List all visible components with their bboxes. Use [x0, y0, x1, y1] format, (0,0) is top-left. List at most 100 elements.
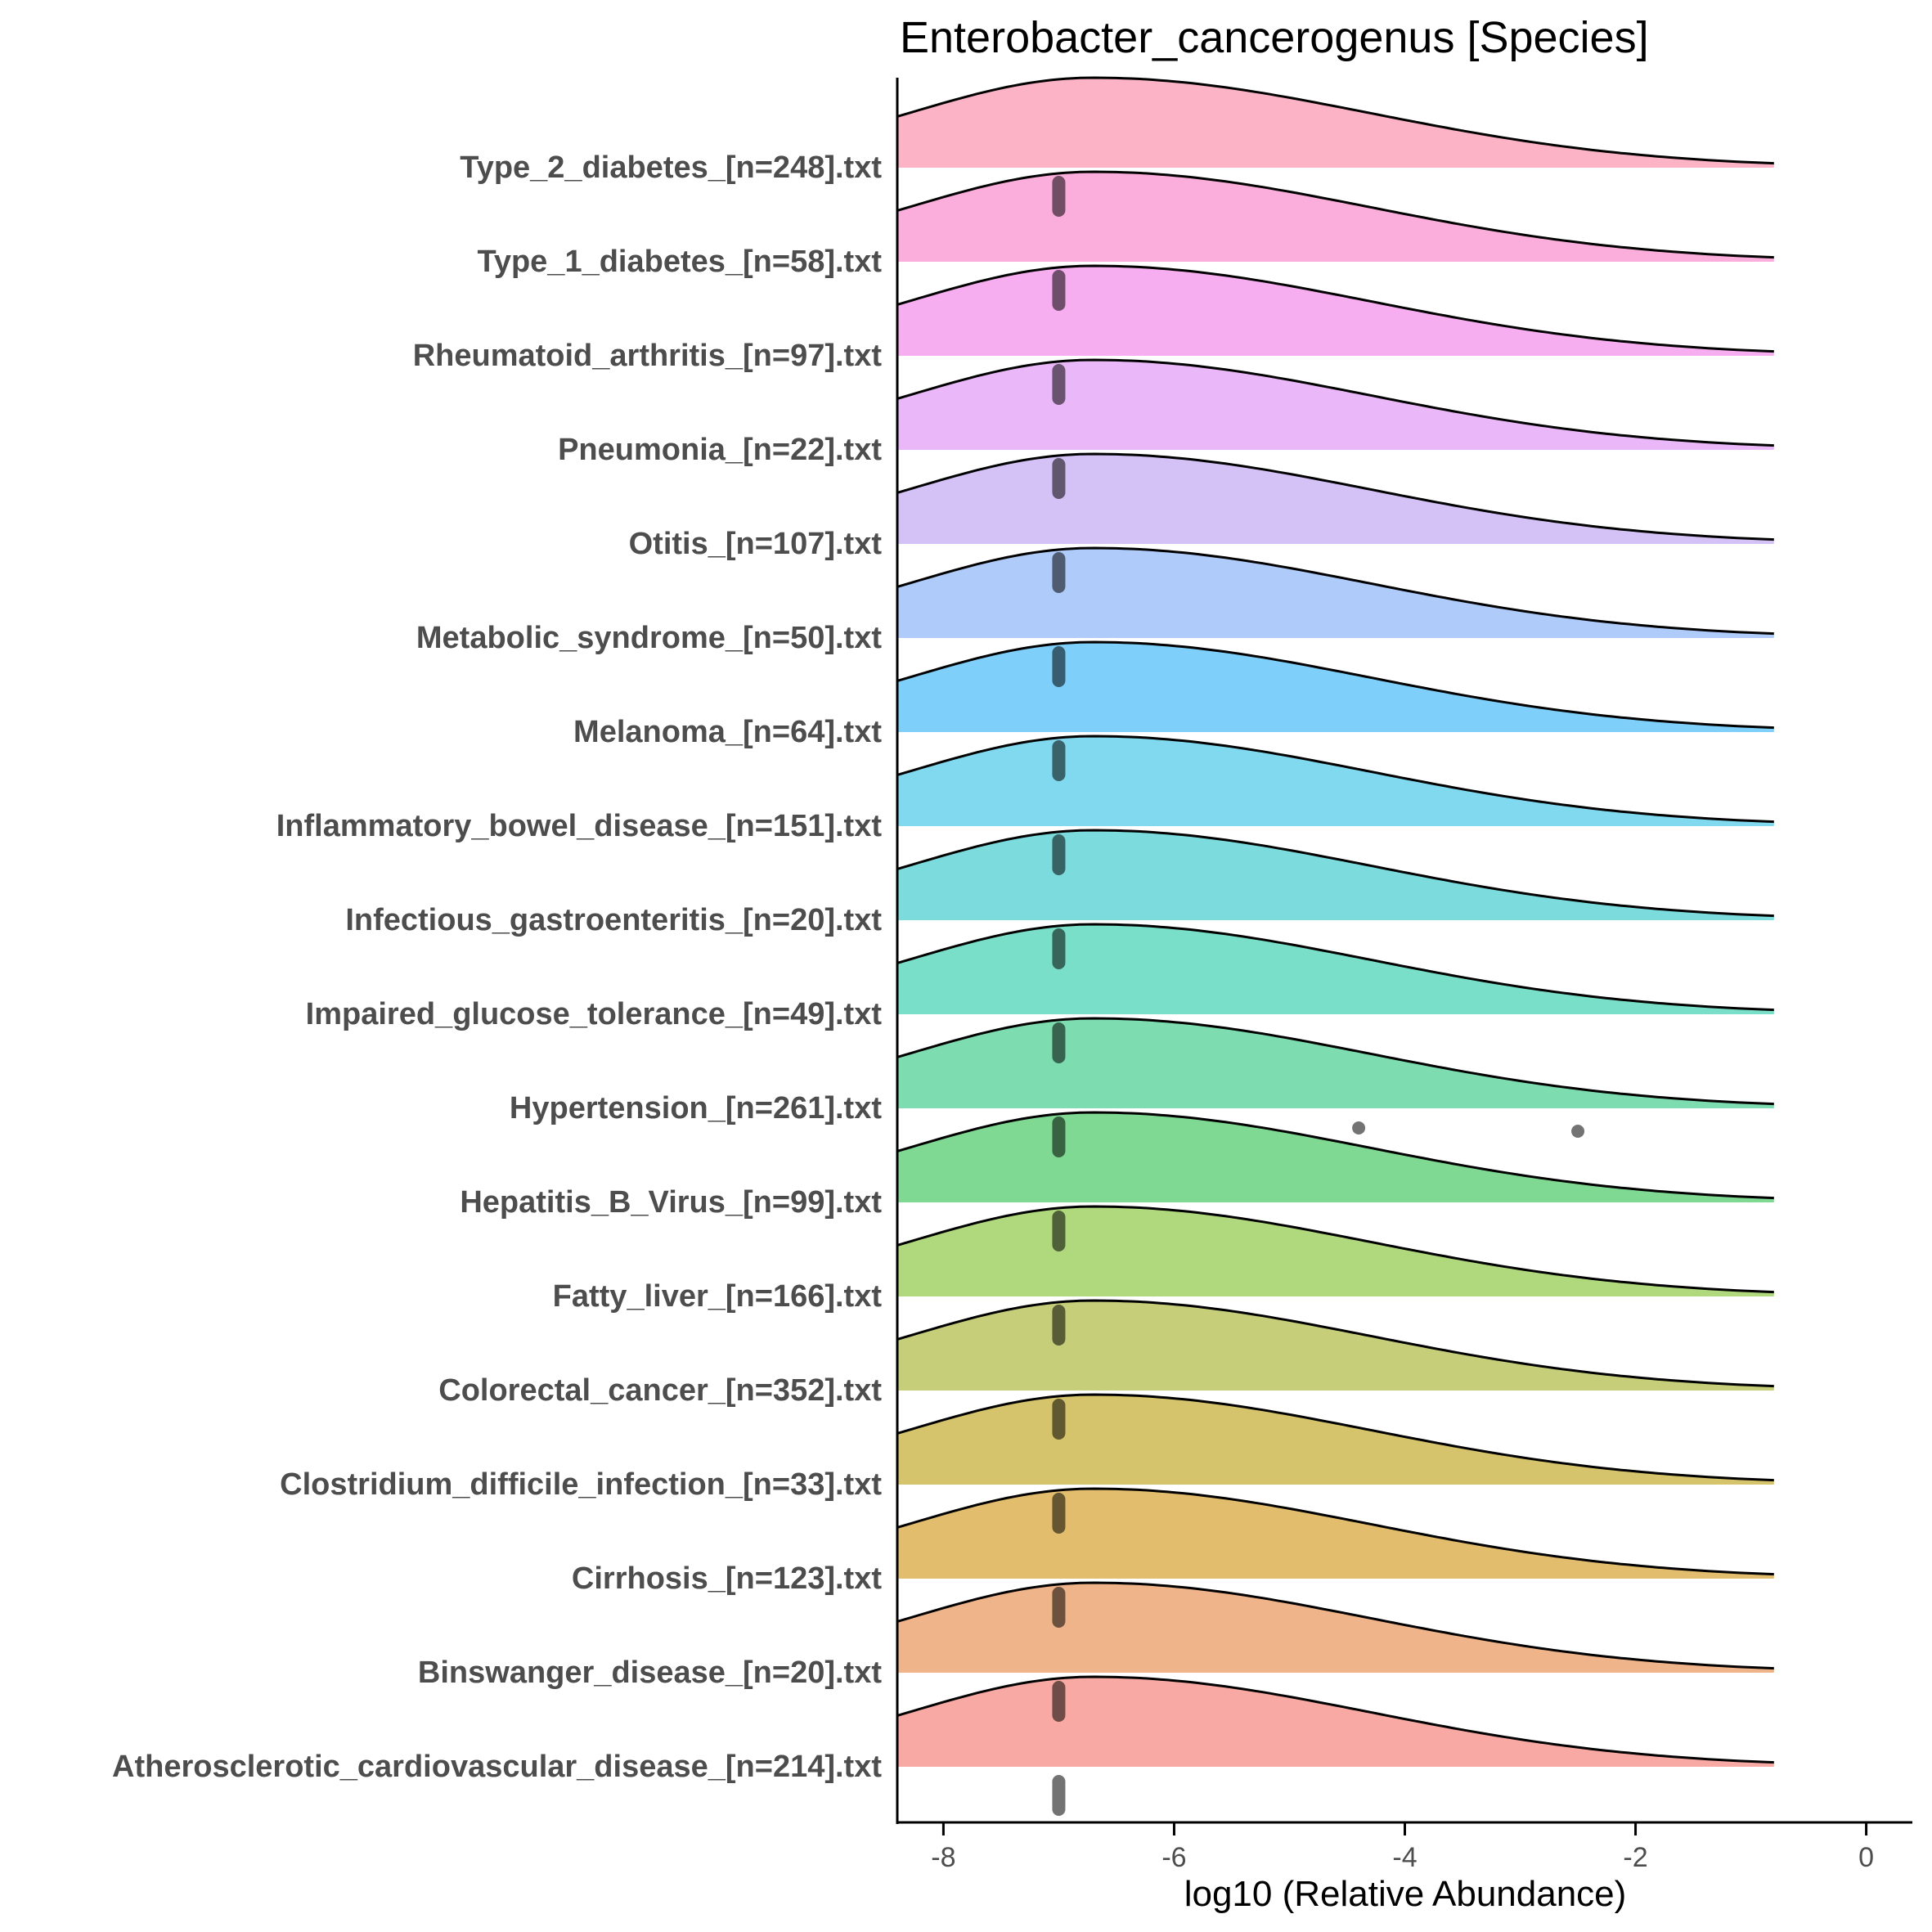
data-point-cluster: [1052, 1587, 1066, 1628]
ridge-fill: [897, 830, 1774, 920]
data-point-cluster: [1052, 364, 1066, 405]
y-label: Hypertension_[n=261].txt: [510, 1091, 882, 1126]
ridge-8: [896, 923, 1774, 1014]
data-point: [1571, 1125, 1585, 1138]
ridge-fill: [897, 1206, 1774, 1296]
y-label: Cirrhosis_[n=123].txt: [572, 1561, 882, 1596]
data-point-cluster: [1052, 176, 1066, 217]
y-label: Clostridium_difficile_infection_[n=33].t…: [280, 1467, 882, 1502]
y-label: Rheumatoid_arthritis_[n=97].txt: [413, 339, 883, 373]
y-label: Pneumonia_[n=22].txt: [558, 433, 882, 467]
ridge-outline: [896, 1675, 1774, 1764]
ridge-2: [896, 1487, 1774, 1579]
ridge-10: [896, 735, 1774, 826]
ridge-3: [896, 1393, 1774, 1485]
ridge-outline: [896, 1205, 1774, 1294]
ridge-outline: [896, 1299, 1774, 1388]
ridge-fill: [897, 1395, 1774, 1485]
ridge-outline: [896, 76, 1774, 165]
ridge-11: [896, 640, 1774, 732]
y-label: Hepatitis_B_Virus_[n=99].txt: [460, 1185, 882, 1220]
ridge-outline: [896, 640, 1774, 730]
data-point-cluster: [1052, 1211, 1066, 1251]
ridge-9: [896, 829, 1774, 920]
data-point-cluster: [1052, 1493, 1066, 1534]
data-point-cluster: [1052, 1681, 1066, 1722]
ridge-outline: [896, 170, 1774, 259]
ridge-outline: [896, 829, 1774, 918]
data-point-cluster: [1052, 1775, 1066, 1816]
ridge-fill: [897, 1583, 1774, 1673]
ridge-outline: [896, 923, 1774, 1012]
y-label: Type_1_diabetes_[n=58].txt: [477, 245, 882, 279]
ridge-fill: [897, 1301, 1774, 1391]
y-axis-labels: Type_2_diabetes_[n=248].txt Type_1_diabet…: [112, 151, 882, 1784]
ridge-outline: [896, 1393, 1774, 1482]
ridge-fill: [897, 78, 1774, 168]
ridge-fill: [897, 1489, 1774, 1579]
y-label: Type_2_diabetes_[n=248].txt: [460, 151, 882, 185]
ridge-17: [896, 76, 1774, 168]
ridge-fill: [897, 172, 1774, 262]
y-label: Colorectal_cancer_[n=352].txt: [438, 1373, 882, 1408]
ridge-fill: [897, 1018, 1774, 1108]
ridge-fill: [897, 642, 1774, 732]
data-point-cluster: [1052, 1305, 1066, 1346]
x-axis-title: log10 (Relative Abundance): [1184, 1874, 1627, 1914]
ridge-outline: [896, 1017, 1774, 1106]
data-point-cluster: [1052, 928, 1066, 969]
ridge-14: [896, 358, 1774, 450]
x-tick-label: -8: [931, 1842, 955, 1873]
x-tick-label: -6: [1161, 1842, 1186, 1873]
y-label: Binswanger_disease_[n=20].txt: [418, 1656, 882, 1690]
ridge-15: [896, 264, 1774, 356]
chart-title: Enterobacter_cancerogenus [Species]: [900, 13, 1649, 62]
ridge-0: [896, 1675, 1774, 1767]
x-tick-label: -2: [1623, 1842, 1647, 1873]
y-label: Otitis_[n=107].txt: [629, 527, 883, 561]
ridge-1: [896, 1581, 1774, 1673]
ridge-fill: [897, 266, 1774, 356]
ridge-fill: [897, 1112, 1774, 1202]
ridge-13: [896, 452, 1774, 544]
ridge-7: [896, 1017, 1774, 1108]
ridge-fill: [897, 360, 1774, 450]
data-point: [1352, 1121, 1366, 1134]
ridges-layer: [896, 76, 1774, 1767]
y-label: Infectious_gastroenteritis_[n=20].txt: [345, 903, 882, 937]
ridge-outline: [896, 1581, 1774, 1670]
data-point-cluster: [1052, 740, 1066, 781]
y-label: Inflammatory_bowel_disease_[n=151].txt: [276, 809, 883, 843]
y-label: Atherosclerotic_cardiovascular_disease_[…: [112, 1750, 882, 1784]
ridge-fill: [897, 736, 1774, 826]
ridge-outline: [896, 735, 1774, 824]
ridge-6: [896, 1111, 1774, 1202]
ridge-outline: [896, 1111, 1774, 1200]
data-point-cluster: [1052, 646, 1066, 687]
points-layer: [1052, 176, 1585, 1816]
data-point-cluster: [1052, 552, 1066, 593]
data-point-cluster: [1052, 1117, 1066, 1157]
ridge-fill: [897, 548, 1774, 638]
data-point-cluster: [1052, 1022, 1066, 1063]
ridge-outline: [896, 546, 1774, 636]
ridge-outline: [896, 358, 1774, 447]
y-label: Fatty_liver_[n=166].txt: [553, 1279, 883, 1314]
ridge-outline: [896, 1487, 1774, 1576]
x-tick-label: -4: [1392, 1842, 1417, 1873]
ridge-16: [896, 170, 1774, 262]
y-label: Melanoma_[n=64].txt: [573, 715, 882, 749]
data-point-cluster: [1052, 270, 1066, 311]
ridge-fill: [897, 1677, 1774, 1767]
ridge-outline: [896, 452, 1774, 541]
ridge-4: [896, 1299, 1774, 1391]
y-label: Metabolic_syndrome_[n=50].txt: [416, 621, 882, 655]
ridge-5: [896, 1205, 1774, 1296]
ridge-fill: [897, 924, 1774, 1014]
ridge-fill: [897, 454, 1774, 544]
ridge-outline: [896, 264, 1774, 353]
ridge-12: [896, 546, 1774, 638]
data-point-cluster: [1052, 1399, 1066, 1440]
y-label: Impaired_glucose_tolerance_[n=49].txt: [306, 997, 883, 1031]
